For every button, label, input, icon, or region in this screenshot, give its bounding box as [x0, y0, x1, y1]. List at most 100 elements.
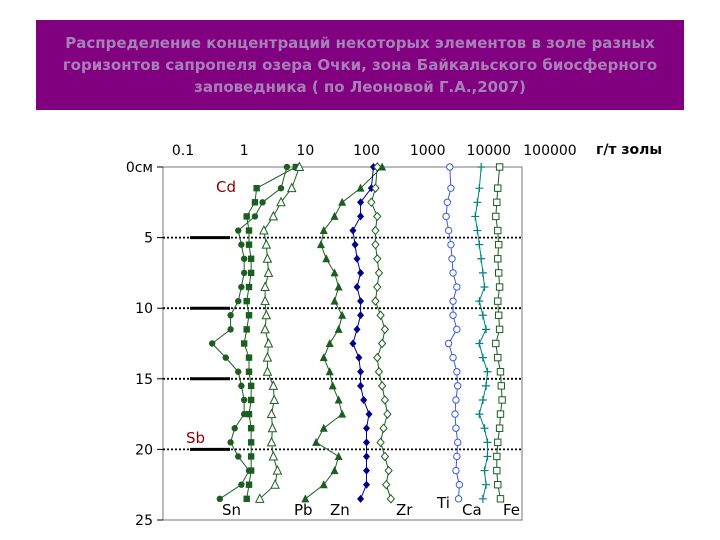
data-point: [319, 353, 328, 362]
data-point: [269, 394, 280, 404]
data-point: [448, 255, 456, 263]
data-point: [245, 467, 253, 474]
plot-area: [162, 166, 523, 521]
y-tick-label: 0см: [126, 160, 153, 176]
data-point: [473, 198, 482, 207]
data-point: [251, 213, 259, 220]
data-point: [365, 410, 373, 419]
data-point: [482, 381, 491, 390]
data-point: [379, 423, 388, 433]
data-point: [382, 479, 391, 490]
data-point: [444, 226, 453, 235]
y-tick-label: 25: [135, 513, 153, 529]
data-point: [373, 282, 382, 292]
data-point: [247, 453, 255, 460]
data-point: [377, 338, 387, 349]
data-point: [334, 282, 343, 291]
data-point: [319, 423, 328, 432]
data-point: [452, 466, 460, 475]
data-point: [384, 465, 393, 476]
data-point: [452, 424, 460, 432]
data-point: [338, 310, 347, 319]
data-point: [475, 184, 484, 193]
data-point: [251, 199, 259, 206]
data-point: [270, 479, 280, 489]
data-point: [328, 381, 337, 390]
data-point: [363, 452, 370, 461]
data-point: [380, 395, 390, 405]
x-unit-label: г/т золы: [596, 142, 662, 158]
data-point: [443, 198, 452, 207]
data-point: [495, 311, 503, 319]
data-point: [319, 480, 328, 489]
x-tick-label: 1000: [410, 143, 446, 159]
data-point: [475, 297, 484, 306]
data-point: [301, 494, 310, 503]
data-point: [261, 309, 272, 320]
data-point: [227, 326, 234, 333]
data-point: [245, 410, 253, 418]
data-point: [449, 353, 457, 362]
element-label-sb: Sb: [186, 429, 205, 447]
data-point: [334, 451, 343, 460]
data-point: [453, 325, 461, 334]
data-point: [373, 162, 382, 172]
data-point: [263, 267, 274, 277]
data-point: [338, 197, 347, 206]
data-point: [380, 451, 390, 462]
data-point: [492, 339, 500, 348]
data-point: [383, 409, 392, 419]
data-point: [240, 396, 248, 404]
data-point: [496, 495, 505, 503]
data-point: [238, 241, 245, 248]
data-point: [495, 163, 504, 171]
data-point: [356, 183, 365, 192]
data-point: [330, 211, 339, 220]
data-point: [286, 182, 297, 193]
data-point: [495, 325, 504, 334]
data-point: [495, 424, 504, 432]
data-point: [475, 240, 484, 249]
data-point: [259, 199, 266, 206]
data-point: [357, 268, 365, 277]
data-point: [376, 437, 385, 448]
data-point: [357, 212, 365, 221]
data-point: [473, 226, 482, 235]
series-line-pb: [305, 166, 383, 500]
data-point: [477, 163, 486, 171]
data-point: [363, 480, 370, 489]
data-point: [497, 382, 506, 390]
data-point: [312, 437, 321, 446]
data-point: [357, 297, 365, 306]
data-point: [480, 466, 489, 475]
data-point: [292, 163, 300, 171]
data-point: [262, 352, 273, 362]
data-point: [451, 410, 459, 418]
x-tick-label: 10: [296, 143, 314, 159]
data-point: [231, 425, 238, 432]
element-label-ca: Ca: [462, 501, 482, 519]
data-point: [454, 495, 463, 503]
data-point: [363, 466, 370, 475]
data-point: [349, 226, 357, 235]
data-point: [373, 211, 382, 222]
data-point: [483, 452, 492, 461]
data-point: [247, 269, 255, 277]
data-point: [496, 368, 505, 376]
data-point: [482, 480, 491, 489]
data-point: [353, 254, 361, 263]
data-point: [357, 381, 365, 390]
data-point: [446, 163, 454, 171]
data-point: [454, 382, 462, 390]
data-point: [478, 353, 487, 362]
data-point: [493, 452, 501, 461]
data-point: [330, 268, 339, 277]
data-point: [245, 481, 253, 488]
data-point: [494, 226, 502, 235]
data-point: [240, 255, 248, 262]
data-point: [477, 254, 486, 263]
data-point: [482, 325, 491, 334]
data-point: [494, 255, 502, 263]
chart-title: Распределение концентраций некоторых эле…: [62, 34, 658, 96]
